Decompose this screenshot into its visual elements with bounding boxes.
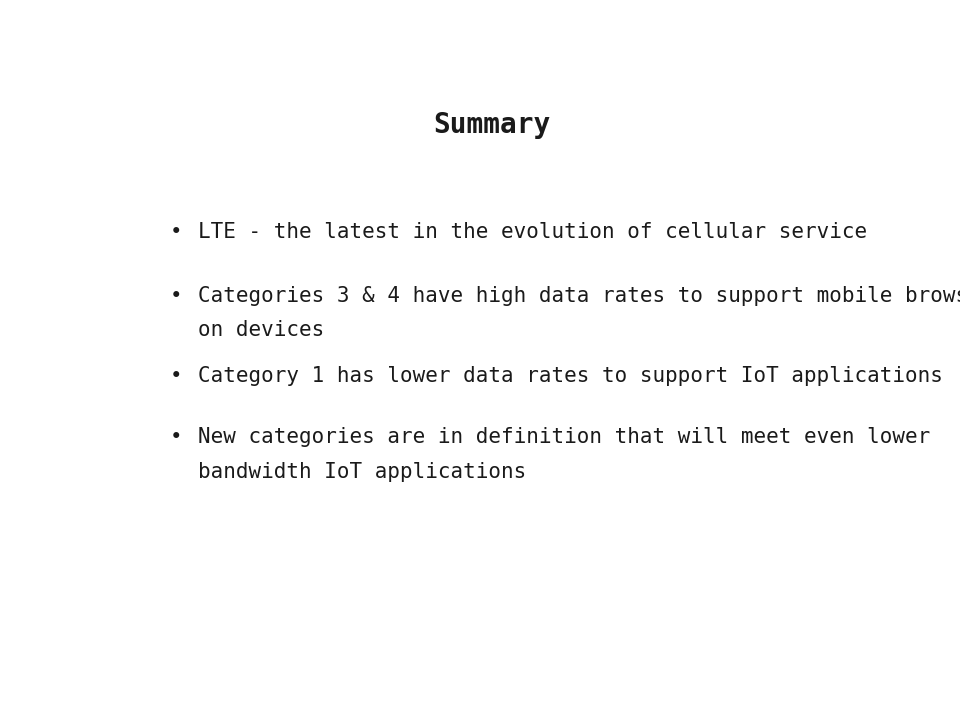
Text: •: • xyxy=(170,222,182,242)
Text: •: • xyxy=(170,428,182,447)
Text: Categories 3 & 4 have high data rates to support mobile browsing: Categories 3 & 4 have high data rates to… xyxy=(198,286,960,306)
Text: •: • xyxy=(170,366,182,387)
Text: •: • xyxy=(170,286,182,306)
Text: on devices: on devices xyxy=(198,320,324,341)
Text: Category 1 has lower data rates to support IoT applications: Category 1 has lower data rates to suppo… xyxy=(198,366,943,387)
Text: New categories are in definition that will meet even lower: New categories are in definition that wi… xyxy=(198,428,930,447)
Text: Summary: Summary xyxy=(433,112,551,140)
Text: LTE - the latest in the evolution of cellular service: LTE - the latest in the evolution of cel… xyxy=(198,222,867,242)
Text: bandwidth IoT applications: bandwidth IoT applications xyxy=(198,462,526,482)
